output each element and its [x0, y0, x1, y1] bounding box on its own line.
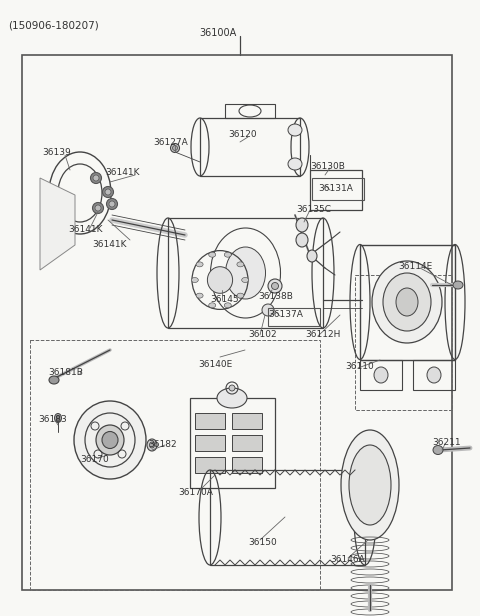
- Text: 36100A: 36100A: [199, 28, 237, 38]
- Ellipse shape: [226, 247, 265, 299]
- Text: 36145: 36145: [210, 295, 239, 304]
- Bar: [225, 104, 275, 118]
- Text: 36170A: 36170A: [178, 488, 213, 497]
- Text: 36141K: 36141K: [92, 240, 127, 249]
- Bar: [190, 398, 275, 488]
- Polygon shape: [40, 178, 75, 270]
- Ellipse shape: [224, 252, 231, 257]
- Ellipse shape: [55, 413, 61, 423]
- Bar: [232, 413, 262, 429]
- Ellipse shape: [349, 445, 391, 525]
- Ellipse shape: [170, 144, 180, 153]
- Ellipse shape: [192, 277, 198, 283]
- Text: 36127A: 36127A: [153, 138, 188, 147]
- Bar: [195, 413, 225, 429]
- Bar: [168, 218, 323, 328]
- Ellipse shape: [288, 124, 302, 136]
- Ellipse shape: [341, 430, 399, 540]
- Bar: [195, 457, 225, 473]
- Ellipse shape: [433, 445, 443, 455]
- Text: 36170: 36170: [80, 455, 109, 464]
- Text: 36150: 36150: [248, 538, 277, 547]
- Text: 36110: 36110: [345, 362, 374, 371]
- Ellipse shape: [288, 158, 302, 170]
- Ellipse shape: [172, 145, 178, 150]
- Ellipse shape: [109, 201, 115, 207]
- Ellipse shape: [374, 367, 388, 383]
- Ellipse shape: [103, 187, 113, 198]
- Ellipse shape: [209, 303, 216, 308]
- Ellipse shape: [296, 218, 308, 232]
- Ellipse shape: [96, 425, 124, 455]
- Ellipse shape: [268, 279, 282, 293]
- Bar: [22, 55, 452, 590]
- Bar: [360, 245, 455, 360]
- Text: 36137A: 36137A: [268, 310, 303, 319]
- Ellipse shape: [237, 262, 244, 267]
- Ellipse shape: [224, 303, 231, 308]
- Bar: [30, 340, 320, 590]
- Ellipse shape: [74, 401, 146, 479]
- Ellipse shape: [229, 385, 235, 391]
- Text: 36146A: 36146A: [330, 555, 365, 564]
- Text: 36183: 36183: [38, 415, 67, 424]
- Text: 36102: 36102: [248, 330, 276, 339]
- Ellipse shape: [383, 273, 431, 331]
- Ellipse shape: [95, 205, 101, 211]
- Ellipse shape: [207, 267, 233, 293]
- Text: 36181B: 36181B: [48, 368, 83, 377]
- Bar: [413, 360, 455, 390]
- Text: 36131A: 36131A: [318, 184, 353, 193]
- Bar: [312, 178, 364, 200]
- Ellipse shape: [105, 189, 111, 195]
- Ellipse shape: [262, 304, 274, 316]
- Bar: [360, 360, 402, 390]
- Bar: [355, 275, 452, 410]
- Ellipse shape: [91, 172, 101, 184]
- Ellipse shape: [107, 198, 118, 209]
- Ellipse shape: [147, 439, 157, 451]
- Ellipse shape: [196, 262, 203, 267]
- Ellipse shape: [93, 175, 99, 181]
- Text: 36141K: 36141K: [105, 168, 140, 177]
- Ellipse shape: [296, 233, 308, 247]
- Text: 36139: 36139: [42, 148, 71, 157]
- Ellipse shape: [396, 288, 418, 316]
- Ellipse shape: [242, 277, 249, 283]
- Bar: [310, 170, 362, 210]
- Text: 36182: 36182: [148, 440, 177, 449]
- Ellipse shape: [209, 252, 216, 257]
- Text: 36138B: 36138B: [258, 292, 293, 301]
- Ellipse shape: [217, 388, 247, 408]
- Ellipse shape: [196, 293, 203, 298]
- Text: 36141K: 36141K: [68, 225, 103, 234]
- Ellipse shape: [372, 261, 442, 343]
- Text: 36140E: 36140E: [198, 360, 232, 369]
- Bar: [210, 470, 365, 565]
- Ellipse shape: [57, 416, 60, 421]
- Text: (150906-180207): (150906-180207): [8, 20, 99, 30]
- Ellipse shape: [453, 281, 463, 289]
- Ellipse shape: [93, 203, 104, 214]
- Bar: [232, 435, 262, 451]
- Ellipse shape: [427, 367, 441, 383]
- Ellipse shape: [307, 250, 317, 262]
- Ellipse shape: [237, 293, 244, 298]
- Bar: [200, 118, 300, 176]
- Ellipse shape: [272, 283, 278, 290]
- Text: 36135C: 36135C: [296, 205, 331, 214]
- Text: 36114E: 36114E: [398, 262, 432, 271]
- Text: 36120: 36120: [228, 130, 257, 139]
- Text: 36130B: 36130B: [310, 162, 345, 171]
- Text: 36112H: 36112H: [305, 330, 340, 339]
- Ellipse shape: [49, 376, 59, 384]
- Bar: [232, 457, 262, 473]
- Ellipse shape: [102, 431, 118, 448]
- Bar: [268, 308, 320, 326]
- Bar: [195, 435, 225, 451]
- Text: 36211: 36211: [432, 438, 461, 447]
- Ellipse shape: [149, 442, 155, 448]
